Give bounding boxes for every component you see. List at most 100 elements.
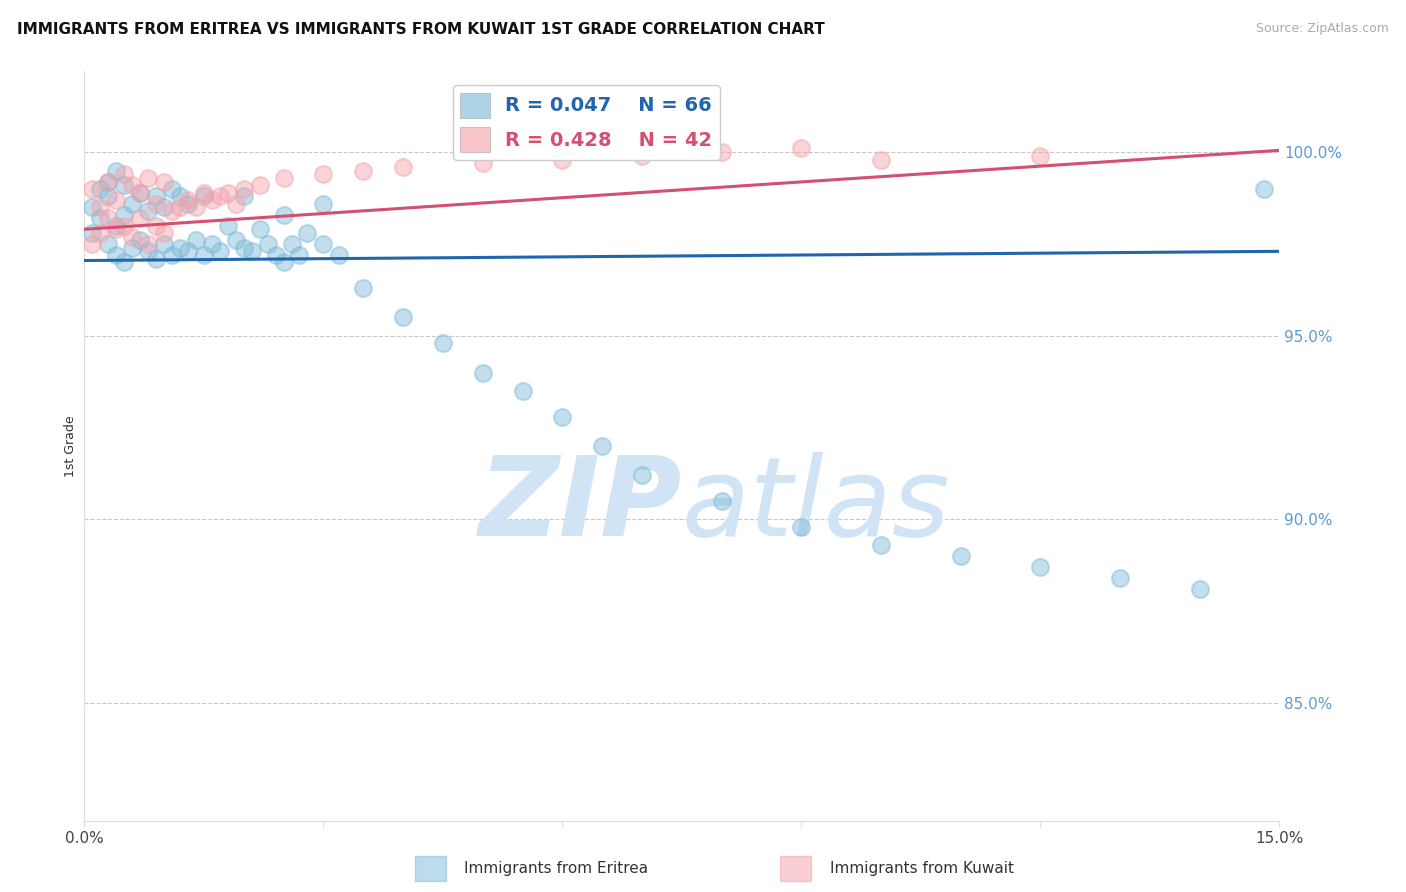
Point: [129, 211, 152, 226]
Point: [1029, 560, 1052, 574]
Point: [312, 196, 335, 211]
Point: [160, 203, 183, 218]
Point: [949, 549, 972, 564]
Point: [232, 189, 254, 203]
Point: [249, 222, 271, 236]
Point: [177, 196, 200, 211]
Point: [153, 200, 176, 214]
Point: [112, 219, 135, 233]
Point: [201, 237, 224, 252]
Text: Immigrants from Kuwait: Immigrants from Kuwait: [830, 862, 1014, 876]
Point: [169, 189, 191, 203]
Point: [201, 193, 224, 207]
Point: [273, 255, 295, 269]
Point: [129, 186, 152, 200]
Point: [82, 200, 104, 214]
Point: [97, 237, 120, 252]
Point: [591, 439, 613, 453]
Point: [1253, 182, 1275, 196]
Point: [105, 248, 128, 262]
Point: [169, 200, 191, 214]
Point: [89, 200, 111, 214]
Point: [112, 167, 135, 181]
Point: [208, 244, 231, 259]
Point: [432, 336, 454, 351]
Point: [112, 208, 135, 222]
Point: [89, 226, 111, 240]
Point: [97, 189, 120, 203]
Point: [240, 244, 263, 259]
Point: [280, 237, 302, 252]
Point: [105, 219, 128, 233]
Point: [193, 248, 215, 262]
Point: [217, 186, 239, 200]
Text: Source: ZipAtlas.com: Source: ZipAtlas.com: [1256, 22, 1389, 36]
Point: [631, 468, 654, 483]
Point: [129, 233, 152, 247]
Point: [121, 178, 143, 193]
Point: [1188, 582, 1211, 597]
Point: [184, 200, 207, 214]
Point: [312, 167, 335, 181]
Point: [631, 149, 654, 163]
Point: [121, 229, 143, 244]
Point: [136, 170, 159, 185]
Point: [112, 178, 135, 193]
Point: [169, 241, 191, 255]
Point: [471, 366, 494, 380]
Point: [136, 203, 159, 218]
Point: [105, 193, 128, 207]
Point: [97, 175, 120, 189]
Point: [256, 237, 278, 252]
Point: [145, 252, 167, 266]
Point: [1109, 571, 1132, 585]
Point: [153, 237, 176, 252]
Point: [97, 211, 120, 226]
Point: [145, 219, 167, 233]
Text: IMMIGRANTS FROM ERITREA VS IMMIGRANTS FROM KUWAIT 1ST GRADE CORRELATION CHART: IMMIGRANTS FROM ERITREA VS IMMIGRANTS FR…: [17, 22, 825, 37]
Point: [121, 241, 143, 255]
Point: [89, 182, 111, 196]
Text: Immigrants from Eritrea: Immigrants from Eritrea: [464, 862, 648, 876]
Point: [710, 145, 733, 160]
Point: [352, 281, 374, 295]
Point: [153, 175, 176, 189]
Legend: R = 0.047    N = 66, R = 0.428    N = 42: R = 0.047 N = 66, R = 0.428 N = 42: [453, 85, 720, 160]
Point: [184, 233, 207, 247]
Point: [82, 182, 104, 196]
Point: [232, 241, 254, 255]
Point: [225, 233, 247, 247]
Point: [870, 538, 893, 552]
Point: [870, 153, 893, 167]
Point: [790, 520, 813, 534]
Point: [392, 310, 415, 325]
Point: [551, 409, 574, 424]
Point: [193, 189, 215, 203]
Point: [136, 244, 159, 259]
Point: [112, 255, 135, 269]
Text: atlas: atlas: [682, 452, 950, 559]
Point: [232, 182, 254, 196]
Point: [297, 226, 319, 240]
Point: [82, 237, 104, 252]
Point: [392, 160, 415, 174]
Point: [177, 244, 200, 259]
Point: [145, 189, 167, 203]
Point: [153, 226, 176, 240]
Point: [352, 163, 374, 178]
Point: [217, 219, 239, 233]
Point: [97, 175, 120, 189]
Point: [193, 186, 215, 200]
Point: [312, 237, 335, 252]
Point: [177, 193, 200, 207]
Point: [160, 182, 183, 196]
Text: ZIP: ZIP: [478, 452, 682, 559]
Point: [273, 208, 295, 222]
Point: [129, 186, 152, 200]
Point: [1029, 149, 1052, 163]
Point: [160, 248, 183, 262]
Point: [121, 196, 143, 211]
Point: [288, 248, 311, 262]
Point: [136, 237, 159, 252]
Point: [225, 196, 247, 211]
